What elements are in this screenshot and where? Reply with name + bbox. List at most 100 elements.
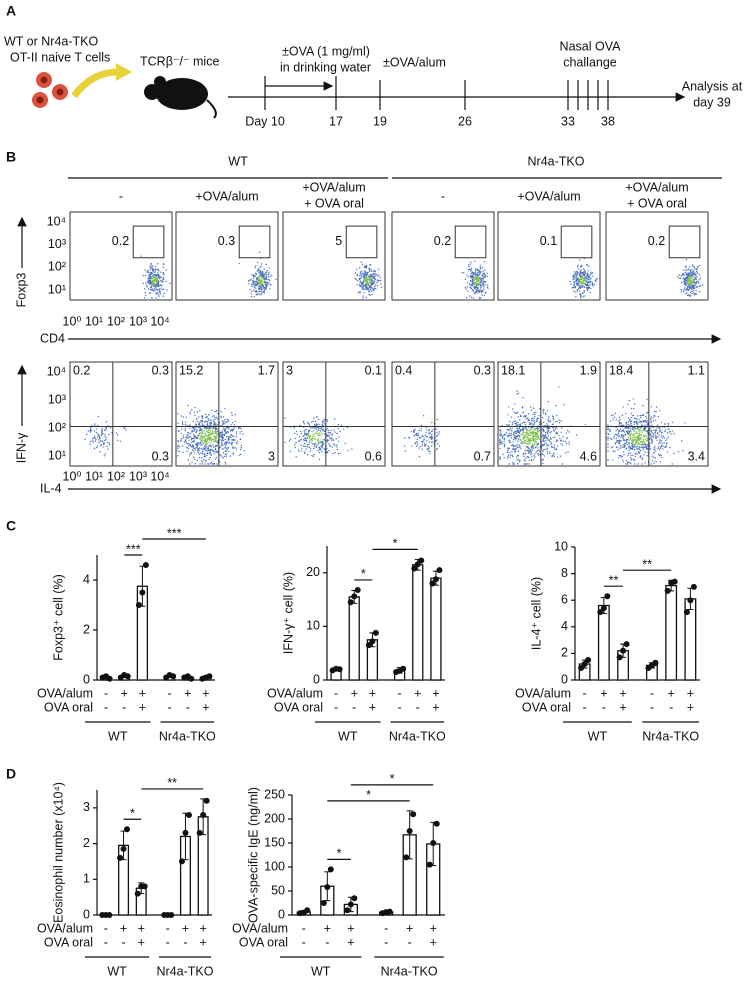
flow-event bbox=[101, 444, 102, 445]
flow-event bbox=[655, 461, 656, 462]
flow-event bbox=[439, 445, 440, 446]
quadrant-value: 15.2 bbox=[179, 363, 203, 377]
flow-event bbox=[577, 279, 578, 280]
flow-event bbox=[369, 291, 370, 292]
flow-event bbox=[269, 288, 270, 289]
flow-event bbox=[432, 429, 433, 430]
flow-plot: 0.2 bbox=[70, 212, 172, 300]
flow-event bbox=[94, 436, 95, 437]
flow-event bbox=[646, 399, 647, 400]
flow-event bbox=[594, 284, 595, 285]
flow-event bbox=[607, 428, 608, 429]
flow-event bbox=[231, 444, 232, 445]
flow-event bbox=[437, 435, 438, 436]
row-sign: + bbox=[351, 686, 358, 700]
flow-event bbox=[369, 270, 370, 271]
flow-event bbox=[522, 434, 523, 435]
row-sign: - bbox=[416, 700, 420, 714]
flow-event bbox=[523, 452, 524, 453]
flow-event bbox=[214, 436, 215, 437]
bar bbox=[431, 578, 441, 680]
flow-event bbox=[254, 291, 255, 292]
flow-event bbox=[630, 463, 631, 464]
flow-event bbox=[255, 275, 256, 276]
flow-event bbox=[223, 423, 224, 424]
significance-label: *** bbox=[167, 526, 182, 540]
flow-event bbox=[681, 282, 682, 283]
flow-event bbox=[482, 281, 483, 282]
flow-event bbox=[318, 442, 319, 443]
flow-event bbox=[608, 434, 609, 435]
flow-event bbox=[588, 277, 589, 278]
flow-event bbox=[523, 463, 524, 464]
flow-event bbox=[639, 431, 640, 432]
flow-event bbox=[103, 446, 104, 447]
flow-event bbox=[653, 434, 654, 435]
flow-event bbox=[221, 456, 222, 457]
flow-event bbox=[229, 436, 230, 437]
flow-event bbox=[203, 443, 204, 444]
flow-event bbox=[512, 455, 513, 456]
flow-event bbox=[557, 445, 558, 446]
flow-event bbox=[563, 404, 564, 405]
row-sign: - bbox=[168, 700, 172, 714]
flow-event bbox=[545, 440, 546, 441]
flow-event bbox=[211, 422, 212, 423]
data-point bbox=[687, 597, 693, 603]
flow-event bbox=[530, 407, 531, 408]
flow-event bbox=[645, 439, 646, 440]
log-tick-label: 10³ bbox=[129, 314, 147, 328]
flow-event bbox=[207, 440, 208, 441]
flow-event bbox=[355, 279, 356, 280]
flow-event bbox=[228, 440, 229, 441]
flow-event bbox=[482, 283, 483, 284]
flow-event bbox=[575, 296, 576, 297]
flow-event bbox=[533, 432, 534, 433]
data-point bbox=[117, 855, 123, 861]
flow-event bbox=[266, 264, 267, 265]
flow-event bbox=[225, 428, 226, 429]
flow-event bbox=[304, 433, 305, 434]
flow-event bbox=[420, 430, 421, 431]
flow-event bbox=[584, 290, 585, 291]
flow-event bbox=[694, 294, 695, 295]
flow-event bbox=[228, 428, 229, 429]
flow-event bbox=[550, 431, 551, 432]
flow-event bbox=[201, 448, 202, 449]
flow-event bbox=[332, 453, 333, 454]
flow-event bbox=[204, 432, 205, 433]
flow-event bbox=[216, 431, 217, 432]
analysis-text: Analysis at bbox=[682, 79, 743, 93]
data-point bbox=[179, 858, 185, 864]
data-point bbox=[197, 830, 203, 836]
flow-event bbox=[163, 278, 164, 279]
flow-event bbox=[502, 438, 503, 439]
flow-event bbox=[163, 266, 164, 267]
flow-event bbox=[253, 296, 254, 297]
flow-event bbox=[163, 296, 164, 297]
flow-event bbox=[426, 429, 427, 430]
flow-event bbox=[578, 284, 579, 285]
flow-event bbox=[471, 277, 472, 278]
flow-event bbox=[322, 425, 323, 426]
flow-event bbox=[687, 281, 688, 282]
flow-event bbox=[615, 413, 616, 414]
row-sign: + bbox=[324, 921, 331, 935]
flow-event bbox=[637, 453, 638, 454]
flow-event bbox=[635, 427, 636, 428]
flow-plot: 0.2 bbox=[606, 212, 708, 300]
log-tick-label: 10¹ bbox=[48, 448, 66, 462]
flow-event bbox=[661, 422, 662, 423]
flow-event bbox=[156, 282, 157, 283]
flow-event bbox=[213, 441, 214, 442]
flow-event bbox=[338, 428, 339, 429]
flow-event bbox=[522, 412, 523, 413]
flow-event bbox=[580, 277, 581, 278]
flow-event bbox=[551, 456, 552, 457]
flow-event bbox=[258, 288, 259, 289]
flow-event bbox=[120, 441, 121, 442]
flow-event bbox=[156, 284, 157, 285]
flow-event bbox=[515, 438, 516, 439]
log-tick-label: 10³ bbox=[48, 237, 66, 251]
flow-event bbox=[203, 449, 204, 450]
